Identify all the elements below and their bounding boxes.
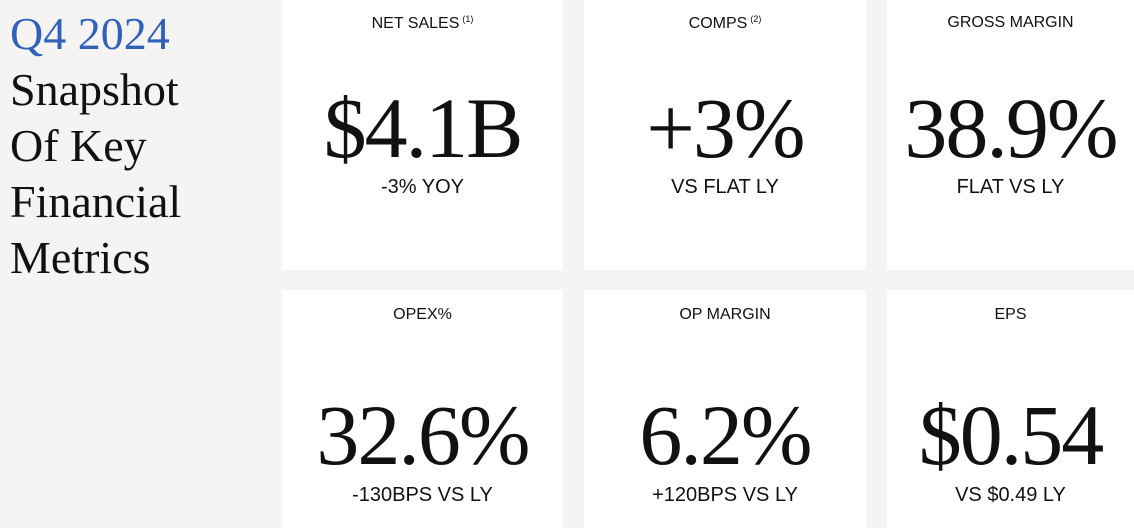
title-block: Q4 2024 Snapshot Of Key Financial Metrics (10, 6, 270, 286)
metric-card: OPEX% 32.6% -130BPS VS LY (282, 290, 563, 528)
metric-label: EPS (887, 306, 1134, 324)
label-text: NET SALES (371, 15, 460, 32)
title-line: Snapshot (10, 64, 179, 115)
metric-card: GROSS MARGIN 38.9% FLAT VS LY (887, 0, 1134, 270)
metric-value: $0.54 (918, 387, 1105, 483)
metric-card: COMPS (2) +3% VS FLAT LY (584, 0, 866, 270)
label-text: COMPS (688, 15, 748, 32)
metric-card: EPS $0.54 VS $0.49 LY (887, 290, 1134, 528)
footnote-ref: (2) (750, 14, 762, 24)
metric-label: OP MARGIN (584, 306, 866, 324)
title-line: Of Key (10, 120, 147, 171)
title-line: Metrics (10, 232, 151, 283)
metric-label: OPEX% (282, 306, 563, 324)
label-text: GROSS MARGIN (947, 14, 1074, 31)
title: Snapshot Of Key Financial Metrics (10, 62, 270, 286)
metric-value: 6.2% (639, 387, 812, 483)
metric-label: COMPS (2) (584, 14, 866, 33)
metric-card: NET SALES (1) $4.1B -3% YOY (282, 0, 563, 270)
title-line: Financial (10, 176, 182, 227)
metric-value: 32.6% (316, 387, 530, 483)
metric-comparison: VS $0.49 LY (955, 484, 1066, 506)
metric-value: +3% (646, 80, 805, 176)
metric-label: NET SALES (1) (282, 14, 563, 33)
metric-value: $4.1B (323, 80, 524, 176)
metric-comparison: +120BPS VS LY (652, 484, 798, 506)
label-text: OP MARGIN (679, 306, 771, 323)
metric-card: OP MARGIN 6.2% +120BPS VS LY (584, 290, 866, 528)
period: Q4 2024 (10, 8, 170, 59)
metric-comparison: -130BPS VS LY (352, 484, 493, 506)
metric-value: 38.9% (904, 80, 1118, 176)
metric-comparison: VS FLAT LY (671, 176, 779, 198)
footnote-ref: (1) (462, 14, 474, 24)
metric-label: GROSS MARGIN (887, 14, 1134, 32)
metric-comparison: FLAT VS LY (956, 176, 1065, 198)
label-text: EPS (994, 306, 1027, 323)
metric-comparison: -3% YOY (381, 176, 464, 198)
label-text: OPEX% (393, 306, 452, 323)
